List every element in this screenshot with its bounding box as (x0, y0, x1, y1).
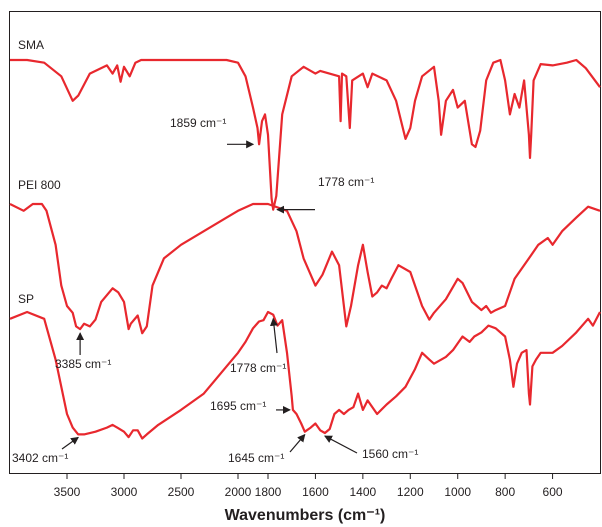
x-tick-label: 1200 (397, 485, 424, 499)
series-line-3 (9, 310, 601, 440)
series-line-1 (10, 58, 601, 211)
series-label: SP (18, 292, 34, 306)
annotation-label: 1778 cm⁻¹ (230, 361, 286, 375)
series-line-2 (9, 202, 601, 335)
annotation-arrow (270, 317, 278, 354)
annotation-arrow (324, 435, 358, 454)
x-axis-title: Wavenumbers (cm⁻¹) (225, 507, 386, 524)
x-tick-label: 800 (495, 485, 515, 499)
annotations: 1859 cm⁻¹ 1778 cm⁻¹ 3385 cm⁻¹ 1778 cm⁻¹ 1695… (12, 116, 418, 465)
x-tick-label: 2000 (225, 485, 252, 499)
annotation-arrow (61, 436, 79, 450)
series-label: SMA (18, 38, 44, 52)
annotation-label: 1778 cm⁻¹ (318, 175, 374, 189)
spectra (9, 58, 601, 440)
x-tick-label: 2500 (168, 485, 195, 499)
annotation-label: 1560 cm⁻¹ (362, 447, 418, 461)
x-tick-label: 1600 (302, 485, 329, 499)
annotation-label: 1859 cm⁻¹ (170, 116, 226, 130)
annotation-label: 3385 cm⁻¹ (55, 357, 111, 371)
x-tick-label: 3500 (54, 485, 81, 499)
annotation-label: 1645 cm⁻¹ (228, 451, 284, 465)
x-axis-ticks: 3500 3000 2500 2000 1800 1600 1400 1200 1000 800 6… (54, 473, 563, 499)
x-tick-label: 1800 (255, 485, 282, 499)
series-label: PEI 800 (18, 178, 61, 192)
annotation-label: 1695 cm⁻¹ (210, 399, 266, 413)
series-labels: SMA PEI 800 SP (18, 38, 61, 306)
x-tick-label: 1000 (444, 485, 471, 499)
x-tick-label: 1400 (350, 485, 377, 499)
x-tick-label: 3000 (111, 485, 138, 499)
x-tick-label: 600 (543, 485, 563, 499)
annotation-label: 3402 cm⁻¹ (12, 451, 68, 465)
annotation-arrow (289, 433, 306, 453)
plot-frame (9, 11, 601, 474)
